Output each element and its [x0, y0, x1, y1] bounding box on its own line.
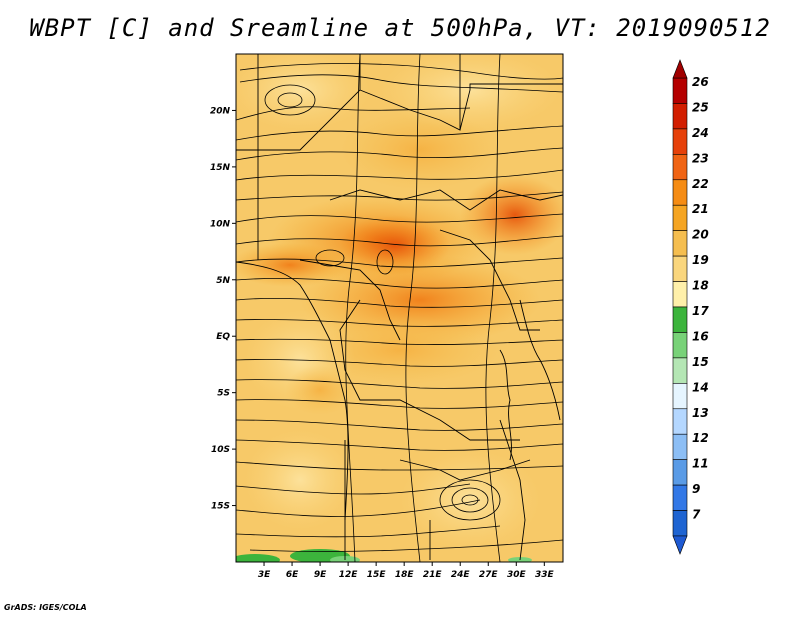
map-frame: [235, 53, 564, 563]
colorbar-label: 23: [692, 151, 709, 165]
colorbar-label: 20: [692, 228, 709, 242]
colorbar: 26 25 24 23 22 21 20 19 18 17 16 15 14 13 12 11 9 7: [672, 59, 709, 555]
colorbar-label: 18: [692, 279, 709, 293]
colorbar-swatch: [672, 383, 688, 410]
lon-tick-label: 6E: [286, 570, 299, 580]
colorbar-swatch: [672, 230, 688, 257]
lon-tick-label: 33E: [535, 570, 555, 580]
lon-tick-label: 27E: [479, 570, 499, 580]
colorbar-swatch: [672, 103, 688, 130]
colorbar-swatch: [672, 408, 688, 435]
colorbar-label: 21: [692, 202, 709, 216]
latitude-axis: 20N 15N 10N 5N EQ 5S 10S 15S: [210, 106, 236, 512]
colorbar-swatch: [672, 77, 688, 104]
colorbar-label: 17: [692, 304, 709, 318]
lon-tick-label: 15E: [367, 570, 387, 580]
colorbar-swatch: [672, 179, 688, 206]
colorbar-swatch: [672, 357, 688, 384]
colorbar-label: 12: [692, 431, 709, 445]
colorbar-label: 7: [692, 508, 701, 522]
lon-tick-label: 24E: [451, 570, 471, 580]
colorbar-min-arrow: [672, 535, 688, 555]
longitude-axis: 3E 6E 9E 12E 15E 18E 21E 24E 27E 30E 33E: [258, 562, 555, 580]
lon-tick-label: 3E: [258, 570, 271, 580]
colorbar-swatch: [672, 484, 688, 511]
lon-tick-label: 12E: [339, 570, 359, 580]
colorbar-max-arrow: [672, 59, 688, 79]
lon-tick-label: 18E: [395, 570, 415, 580]
page-title: WBPT [C] and Sreamline at 500hPa, VT: 20…: [29, 14, 771, 42]
colorbar-label: 26: [692, 75, 709, 89]
colorbar-label: 13: [692, 406, 709, 420]
lon-tick-label: 9E: [314, 570, 327, 580]
lat-tick-label: 5S: [217, 389, 230, 399]
colorbar-label: 25: [692, 100, 709, 114]
lon-tick-label: 21E: [423, 570, 443, 580]
lon-tick-label: 30E: [507, 570, 527, 580]
colorbar-label: 14: [692, 380, 709, 394]
lat-tick-label: 5N: [216, 276, 230, 286]
lat-tick-label: 15S: [211, 502, 230, 512]
country-borders: [236, 54, 563, 561]
colorbar-label: 11: [692, 457, 709, 471]
colorbar-swatch: [672, 281, 688, 308]
lat-tick-label: 20N: [210, 106, 231, 116]
colorbar-label: 15: [692, 355, 709, 369]
colorbar-label: 22: [692, 177, 709, 191]
lat-tick-label: EQ: [216, 332, 230, 342]
footer-credit: GrADS: IGES/COLA: [4, 603, 87, 612]
colorbar-swatch: [672, 255, 688, 282]
colorbar-label: 9: [692, 482, 700, 496]
colorbar-swatch: [672, 510, 688, 537]
colorbar-swatch: [672, 306, 688, 333]
colorbar-label: 16: [692, 329, 709, 343]
colorbar-swatch: [672, 154, 688, 181]
lat-tick-label: 10S: [211, 445, 230, 455]
colorbar-swatch: [672, 204, 688, 231]
colorbar-label: 24: [692, 126, 709, 140]
wbpt-shading: [236, 54, 563, 562]
colorbar-swatch: [672, 459, 688, 486]
colorbar-swatch: [672, 128, 688, 155]
colorbar-label: 19: [692, 253, 709, 267]
lat-tick-label: 15N: [210, 163, 231, 173]
colorbar-swatch: [672, 433, 688, 460]
streamlines: [236, 54, 563, 562]
lat-tick-label: 10N: [210, 219, 231, 229]
colorbar-swatch: [672, 332, 688, 359]
